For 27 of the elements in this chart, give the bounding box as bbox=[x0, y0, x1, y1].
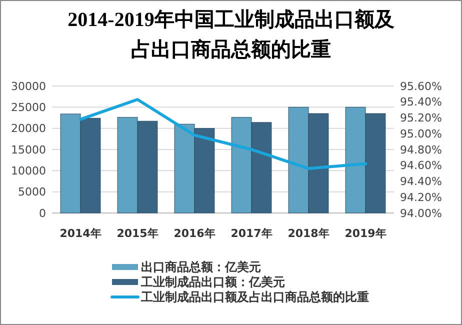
y2-tick-label: 94.80% bbox=[400, 143, 442, 156]
y2-tick-label: 94.20% bbox=[400, 190, 442, 204]
chart-title: 2014-2019年中国工业制成品出口额及占出口商品总额的比重 bbox=[68, 8, 394, 61]
legend-label: 工业制成品出口额：亿美元 bbox=[140, 275, 285, 290]
y2-tick-label: 95.00% bbox=[400, 127, 442, 140]
y-tick-label: 20000 bbox=[11, 122, 46, 136]
y2-tick-label: 95.40% bbox=[400, 96, 442, 109]
line-series bbox=[79, 98, 367, 170]
legend-label: 出口商品总额：亿美元 bbox=[141, 260, 261, 274]
y-tick-label: 30000 bbox=[11, 80, 46, 93]
y2-tick-label: 95.20% bbox=[400, 112, 442, 125]
y-tick-label: 25000 bbox=[11, 101, 46, 114]
y-tick-label: 5000 bbox=[18, 186, 46, 199]
y2-tick-label: 94.00% bbox=[400, 206, 442, 220]
y-tick-label: 0 bbox=[39, 206, 46, 220]
y-tick-label: 15000 bbox=[11, 143, 46, 156]
x-tick-label: 2014年 bbox=[60, 227, 102, 240]
y2-tick-label: 94.40% bbox=[400, 175, 442, 188]
x-tick-label: 2017年 bbox=[230, 227, 272, 240]
y2-tick-label: 95.60% bbox=[400, 80, 442, 93]
y2-tick-label: 94.60% bbox=[400, 159, 442, 172]
y-tick-label: 10000 bbox=[11, 164, 46, 178]
x-tick-label: 2018年 bbox=[288, 227, 330, 240]
x-tick-label: 2019年 bbox=[344, 227, 386, 240]
x-tick-label: 2015年 bbox=[116, 227, 158, 240]
x-tick-label: 2016年 bbox=[174, 227, 216, 240]
legend-label: 工业制成品出口额及占出口商品总额的比重 bbox=[140, 290, 369, 304]
